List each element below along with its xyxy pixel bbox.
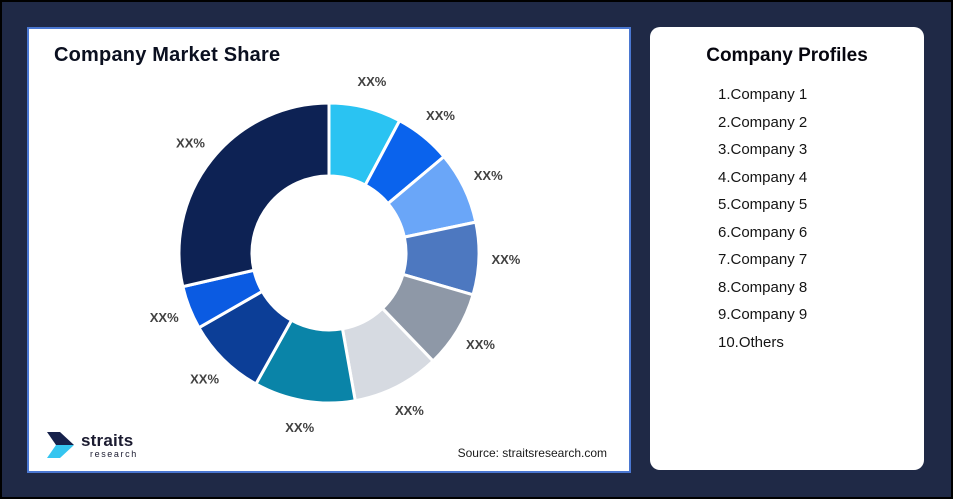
market-share-panel: XX% XX% XX% XX% XX% XX% XX% XX% XX% XX% Company M… bbox=[27, 27, 631, 473]
company-list: 1.Company 1 2.Company 2 3.Company 3 4.Compa… bbox=[650, 77, 924, 356]
donut-segment-label: XX% bbox=[474, 168, 503, 183]
source-attribution: Source: straitsresearch.com bbox=[457, 446, 607, 460]
company-list-item: 10.Others bbox=[718, 333, 784, 351]
company-list-item: 6.Company 6 bbox=[718, 223, 808, 241]
donut-segment-label: XX% bbox=[466, 337, 495, 352]
company-list-item: 4.Company 4 bbox=[718, 168, 808, 186]
donut-segment-label: XX% bbox=[395, 403, 424, 418]
donut-segment-label: XX% bbox=[176, 135, 205, 150]
company-list-item: 2.Company 2 bbox=[718, 113, 808, 131]
company-list-item: 8.Company 8 bbox=[718, 278, 808, 296]
company-list-item: 1.Company 1 bbox=[718, 86, 808, 103]
company-list-item: 5.Company 5 bbox=[718, 196, 808, 213]
donut-segment-label: XX% bbox=[150, 310, 179, 325]
company-list-item: 9.Company 9 bbox=[718, 306, 808, 323]
profiles-title: Company Profiles bbox=[706, 45, 868, 66]
logo-text: straits research bbox=[81, 432, 138, 459]
straits-research-logo: straits research bbox=[47, 432, 138, 459]
donut-segment-label: XX% bbox=[190, 371, 219, 386]
chart-title: Company Market Share bbox=[54, 44, 281, 66]
donut-segment-label: XX% bbox=[426, 108, 455, 123]
donut-segment-label: XX% bbox=[357, 74, 386, 89]
donut-chart: XX% XX% XX% XX% XX% XX% XX% XX% XX% XX% bbox=[150, 74, 521, 435]
donut-segment-label: XX% bbox=[491, 252, 520, 267]
company-list-item: 3.Company 3 bbox=[718, 141, 808, 158]
logo-brand-subtitle: research bbox=[90, 449, 138, 459]
company-list-item: 7.Company 7 bbox=[718, 251, 808, 268]
donut-segment-label: XX% bbox=[285, 420, 314, 435]
logo-brand-name: straits bbox=[81, 431, 134, 450]
donut-segment bbox=[177, 101, 331, 289]
straits-chevron-icon bbox=[47, 432, 74, 458]
company-profiles-panel: Company Profiles 1.Company 1 2.Company 2 3… bbox=[650, 27, 924, 470]
